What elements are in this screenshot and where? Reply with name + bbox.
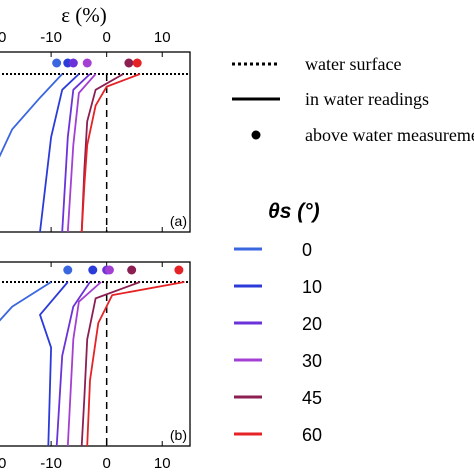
x-tick-label: -10 (40, 455, 62, 472)
series-line (66, 281, 102, 447)
above-water-point (82, 58, 92, 68)
above-water-point (68, 58, 78, 68)
x-tick-label: -20 (0, 29, 6, 46)
legend-color-label: 0 (302, 240, 312, 260)
panel: (a) (0, 51, 191, 233)
above-water-point (127, 265, 137, 275)
series-line (80, 73, 124, 233)
x-tick-label: 10 (154, 29, 171, 46)
above-water-point (63, 265, 73, 275)
panel-frame (0, 261, 191, 447)
series-line (55, 281, 91, 447)
x-tick-label: -10 (40, 29, 62, 46)
series-line (80, 281, 141, 447)
series-line (0, 73, 63, 158)
legend-dot (251, 130, 261, 140)
legend-color-label: 60 (302, 425, 322, 445)
above-water-point (104, 265, 114, 275)
series-line (66, 73, 97, 233)
above-water-point (124, 58, 134, 68)
above-water-point (52, 58, 62, 68)
legend-color-label: 10 (302, 277, 322, 297)
legend-color-label: 30 (302, 351, 322, 371)
series-line (80, 73, 141, 233)
above-water-point (174, 265, 184, 275)
legend-style-label: above water measurements (305, 125, 474, 145)
panel-label: (b) (170, 427, 187, 443)
panel-frame (0, 51, 191, 233)
legend-theta-title: θs (°) (268, 200, 320, 223)
x-tick-label: 0 (102, 29, 110, 46)
panel-label: (a) (170, 213, 187, 229)
series-line (86, 281, 185, 447)
legend: water surface in water readings above wate… (232, 54, 474, 445)
series-line (0, 281, 52, 322)
legend-color-label: 20 (302, 314, 322, 334)
above-water-point (132, 58, 142, 68)
series-line (39, 73, 80, 233)
legend-color-label: 45 (302, 388, 322, 408)
x-tick-label: -20 (0, 455, 6, 472)
x-axis-label: ε (%) (61, 3, 107, 27)
panels: (a) -20 -10 0 10 (b) (0, 51, 191, 472)
series-line (39, 281, 69, 447)
series-line (61, 73, 91, 233)
x-tick-label: 10 (154, 455, 171, 472)
legend-style-label: in water readings (305, 89, 429, 109)
x-tick-label: 0 (102, 455, 110, 472)
legend-style-label: water surface (305, 54, 401, 74)
x-axis-ticks: -20 -10 0 10 (0, 29, 171, 46)
above-water-point (88, 265, 98, 275)
panel: -20 -10 0 10 (b) (0, 261, 191, 472)
